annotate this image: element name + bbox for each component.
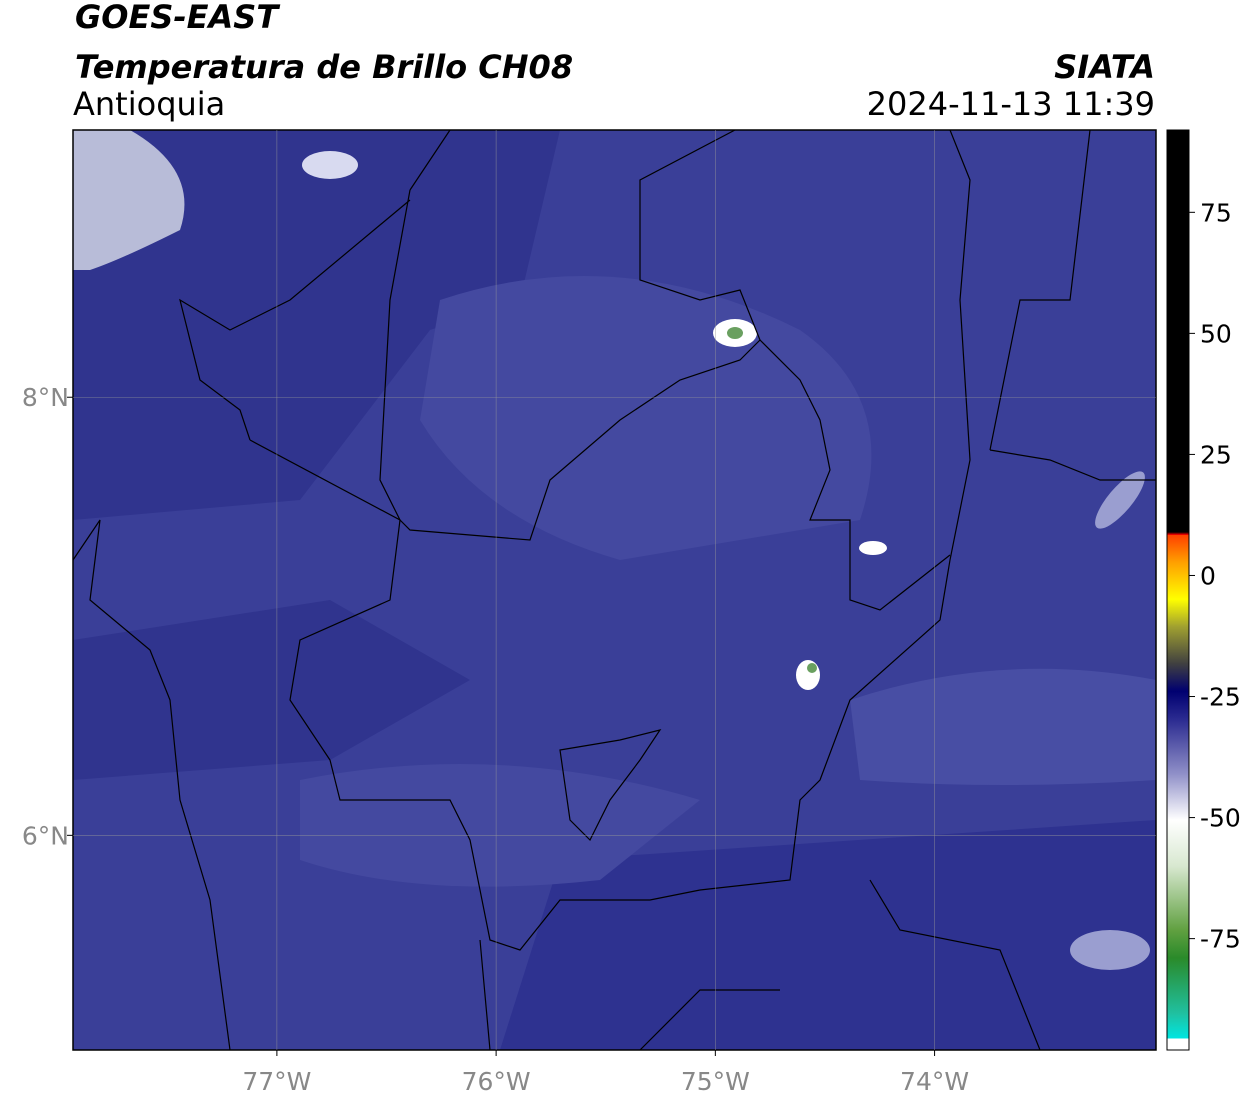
x-tick-label: 74°W <box>900 1067 969 1096</box>
colorbar-tick-label: 50 <box>1200 319 1232 348</box>
y-tick-label: 8°N <box>22 383 69 412</box>
map-image <box>73 130 1156 1050</box>
colorbar-tick-label: -50 <box>1200 804 1241 833</box>
x-tick-label: 77°W <box>242 1067 311 1096</box>
y-tick-label: 6°N <box>22 821 69 850</box>
title: GOES-EAST <box>75 0 280 36</box>
map-frame <box>72 129 1157 1051</box>
x-tick-label: 76°W <box>462 1067 531 1096</box>
colorbar-tick-label: 75 <box>1200 198 1232 227</box>
x-tick-label: 75°W <box>681 1067 750 1096</box>
colorbar-tick-label: -25 <box>1200 683 1241 712</box>
colorbar-tick-label: 0 <box>1200 561 1216 590</box>
subtitle: Temperatura de Brillo CH08 <box>75 48 573 86</box>
datetime: 2024-11-13 11:39 <box>867 85 1155 123</box>
colorbar-tick-label: 25 <box>1200 440 1232 469</box>
colorbar-tick-label: -75 <box>1200 925 1241 954</box>
source: SIATA <box>1054 48 1155 86</box>
region: Antioquia <box>73 85 225 123</box>
colorbar <box>1166 129 1190 1051</box>
